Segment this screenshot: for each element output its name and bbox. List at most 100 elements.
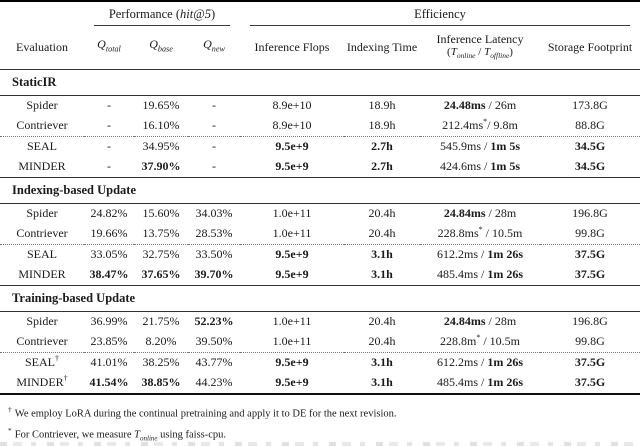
col-indexing-time: Indexing Time xyxy=(344,26,420,71)
footnote-asterisk: * For Contriever, we measure Tonline usin… xyxy=(8,423,640,446)
results-table: Performance (hit@5) Efficiency Evaluatio… xyxy=(0,0,640,396)
value-cell: 38.25% xyxy=(134,353,188,374)
cell-text: 28.53% xyxy=(195,226,233,241)
q-symbol: Q xyxy=(97,37,106,52)
method-name-cell: Contriever xyxy=(0,116,84,138)
value-cell: 8.9e+10 xyxy=(240,116,344,138)
performance-group-header: Performance (hit@5) xyxy=(94,7,230,26)
value-cell: 2.7h xyxy=(344,157,420,178)
table-row: MINDER - 37.90% - 9.5e+9 2.7h 424.6ms / 1m 5s 3… xyxy=(0,157,640,178)
cell-text: * xyxy=(476,333,481,343)
value-cell: 15.60% xyxy=(134,204,188,225)
value-cell: 34.95% xyxy=(134,137,188,158)
cell-text: 3.1h xyxy=(371,355,393,370)
t-online-sub: online xyxy=(140,434,158,443)
cell-text: 24.82% xyxy=(90,206,128,221)
value-cell: 37.5G xyxy=(540,265,640,286)
value-cell: 228.8m* / 10.5m xyxy=(420,332,540,354)
section-title: StaticIR xyxy=(0,69,640,97)
cell-text: 8.20% xyxy=(145,334,177,349)
method-name-cell: Spider xyxy=(0,312,84,333)
cell-text: 9.5e+9 xyxy=(275,247,309,262)
cell-text: 37.65% xyxy=(141,267,181,282)
cell-text: 196.8G xyxy=(572,314,608,329)
cell-text: * xyxy=(478,225,483,235)
cell-text: 34.95% xyxy=(142,139,180,154)
cell-text: 19.66% xyxy=(90,226,128,241)
cell-text: 21.75% xyxy=(142,314,180,329)
cell-text: 18.9h xyxy=(368,98,396,113)
cell-text: - xyxy=(107,159,111,174)
cell-text: 24.84ms xyxy=(443,314,486,329)
value-cell: 43.77% xyxy=(188,353,240,374)
cell-text: 20.4h xyxy=(368,334,396,349)
value-cell: 228.8ms* / 10.5m xyxy=(420,224,540,246)
cell-text: SEAL xyxy=(27,139,57,154)
value-cell: 1.0e+11 xyxy=(240,224,344,246)
cell-text: / 10.5m xyxy=(482,226,523,241)
value-cell: 21.75% xyxy=(134,312,188,333)
cell-text: Spider xyxy=(26,206,58,221)
value-cell: 99.8G xyxy=(540,224,640,246)
cell-text: † xyxy=(63,374,68,384)
cell-text: 212.4ms xyxy=(442,118,484,133)
cell-text: 612.2ms / xyxy=(436,247,488,262)
cell-text: 8.9e+10 xyxy=(272,118,312,133)
value-cell: 37.5G xyxy=(540,245,640,266)
value-cell: 18.9h xyxy=(344,96,420,117)
value-cell: 20.4h xyxy=(344,204,420,225)
cell-text: 9.5e+9 xyxy=(275,375,309,390)
value-cell: 196.8G xyxy=(540,204,640,225)
cell-text: 13.75% xyxy=(142,226,180,241)
cell-text: 196.8G xyxy=(572,206,608,221)
cell-text: 1.0e+11 xyxy=(272,334,312,349)
t-online-symbol: T xyxy=(134,429,141,441)
value-cell: 20.4h xyxy=(344,312,420,333)
footnotes: † We employ LoRA during the continual pre… xyxy=(8,402,640,446)
paren-close: ) xyxy=(509,46,513,58)
value-cell: 38.85% xyxy=(134,373,188,394)
cell-text: † xyxy=(55,354,59,364)
section-title: Indexing-based Update xyxy=(0,177,640,205)
t-online-symbol: T xyxy=(450,46,457,58)
cell-text: 37.5G xyxy=(574,267,606,282)
q-symbol: Q xyxy=(149,37,158,52)
method-name-cell: Spider xyxy=(0,96,84,117)
cell-text: 32.75% xyxy=(142,247,180,262)
latency-slash: / xyxy=(475,46,485,58)
cell-text: 37.5G xyxy=(574,247,606,262)
cell-text: 2.7h xyxy=(371,159,393,174)
cell-text: 44.23% xyxy=(195,375,233,390)
value-cell: 28.53% xyxy=(188,224,240,246)
value-cell: 37.65% xyxy=(134,265,188,286)
value-cell: - xyxy=(188,137,240,158)
corner-cell xyxy=(0,1,84,26)
q-symbol: Q xyxy=(203,37,212,52)
value-cell: 37.5G xyxy=(540,373,640,394)
cell-text: 34.03% xyxy=(195,206,233,221)
value-cell: 88.8G xyxy=(540,116,640,138)
cell-text: 41.01% xyxy=(90,355,128,370)
value-cell: 1.0e+11 xyxy=(240,204,344,225)
cell-text: MINDER xyxy=(18,159,66,174)
method-name-cell: Contriever xyxy=(0,332,84,354)
value-cell: 1.0e+11 xyxy=(240,332,344,354)
value-cell: 9.5e+9 xyxy=(240,245,344,266)
cell-text: Contriever xyxy=(16,118,68,133)
value-cell: 23.85% xyxy=(84,332,134,354)
cell-text: 545.9ms / xyxy=(439,139,491,154)
cell-text: 52.23% xyxy=(194,314,234,329)
section-title: Training-based Update xyxy=(0,285,640,313)
cell-text: 9.5e+9 xyxy=(275,355,309,370)
value-cell: - xyxy=(188,96,240,117)
cell-text: / 28m xyxy=(485,206,517,221)
cell-text: 1.0e+11 xyxy=(272,206,312,221)
value-cell: 44.23% xyxy=(188,373,240,394)
value-cell: 24.82% xyxy=(84,204,134,225)
cell-text: 99.8G xyxy=(575,334,605,349)
cell-text: Contriever xyxy=(16,226,68,241)
latency-line2: (Tonline / Toffline) xyxy=(420,46,540,62)
cell-text: 15.60% xyxy=(142,206,180,221)
value-cell: 18.9h xyxy=(344,116,420,138)
footnote-asterisk-pre: For Contriever, we measure xyxy=(14,429,135,441)
